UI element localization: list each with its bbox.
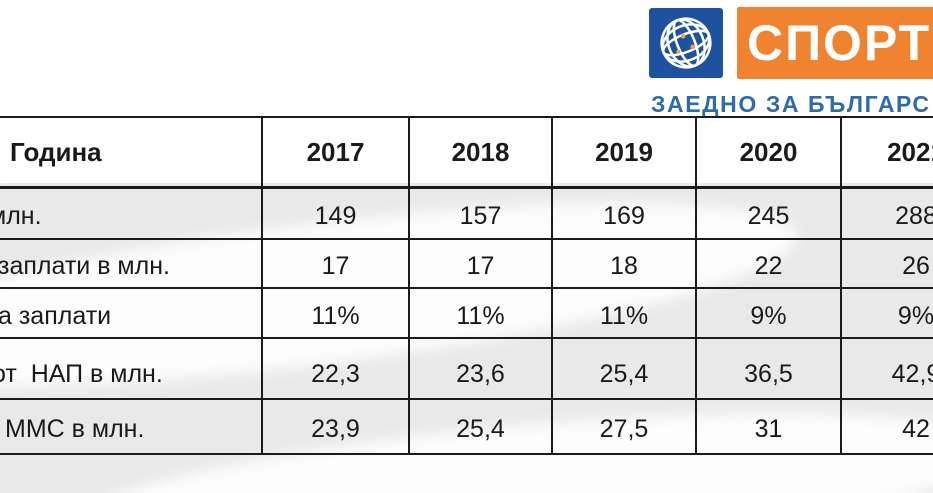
globe-icon	[660, 17, 712, 69]
value-cell: 17	[263, 240, 410, 289]
value-cell: 36,5	[697, 339, 842, 400]
value-cell: 31	[697, 400, 842, 455]
row-label: ММС в млн.	[5, 415, 145, 443]
value-cell: 23,6	[410, 339, 553, 400]
logo-brand-text: СПОРТ	[747, 15, 932, 71]
table-header-label: Година	[10, 136, 102, 167]
row-label: а заплати	[0, 301, 112, 330]
value-cell: 22	[697, 240, 842, 289]
row-label: от НАП в млн.	[0, 360, 163, 388]
value-cell: 157	[410, 189, 553, 240]
year-header-cell: 2017	[263, 118, 410, 189]
value-cell: 288	[842, 189, 933, 240]
value-cell: 18	[553, 240, 697, 289]
value-cell: 26	[842, 240, 933, 289]
value-cell: 149	[263, 189, 410, 240]
row-label-cell: ММС в млн.	[0, 400, 263, 455]
row-label-cell: от НАП в млн.	[0, 339, 263, 400]
value-cell: 25,4	[410, 400, 553, 455]
year-header-cell: 2021	[842, 118, 933, 189]
row-label-cell: а заплати	[0, 289, 263, 339]
value-cell: 23,9	[263, 400, 410, 455]
value-cell: 11%	[263, 289, 410, 339]
year-header-cell: 2018	[410, 118, 553, 189]
logo-slogan: ЗАЕДНО ЗА БЪЛГАРС	[651, 91, 931, 117]
year-header-cell: 2019	[553, 118, 697, 189]
value-cell: 42	[842, 400, 933, 455]
value-cell: 17	[410, 240, 553, 289]
row-label: млн.	[0, 202, 42, 230]
logo-globe-box	[649, 8, 723, 78]
row-label-cell: млн.	[0, 189, 263, 240]
row-label-cell: заплати в млн.	[0, 240, 263, 289]
year-header-cell: 2020	[697, 118, 842, 189]
value-cell: 11%	[410, 289, 553, 339]
logo-brand-box: СПОРТ	[737, 7, 933, 79]
value-cell: 9%	[697, 289, 842, 339]
value-cell: 42,9	[842, 339, 933, 400]
value-cell: 22,3	[263, 339, 410, 400]
data-table: Година 2017 2018 2019 2020 2021 млн. 149…	[0, 116, 933, 455]
value-cell: 11%	[553, 289, 697, 339]
value-cell: 25,4	[553, 339, 697, 400]
value-cell: 27,5	[553, 400, 697, 455]
value-cell: 169	[553, 189, 697, 240]
row-label: заплати в млн.	[0, 252, 170, 280]
value-cell: 9%	[842, 289, 933, 339]
value-cell: 245	[697, 189, 842, 240]
table-header-label-cell: Година	[0, 118, 263, 189]
